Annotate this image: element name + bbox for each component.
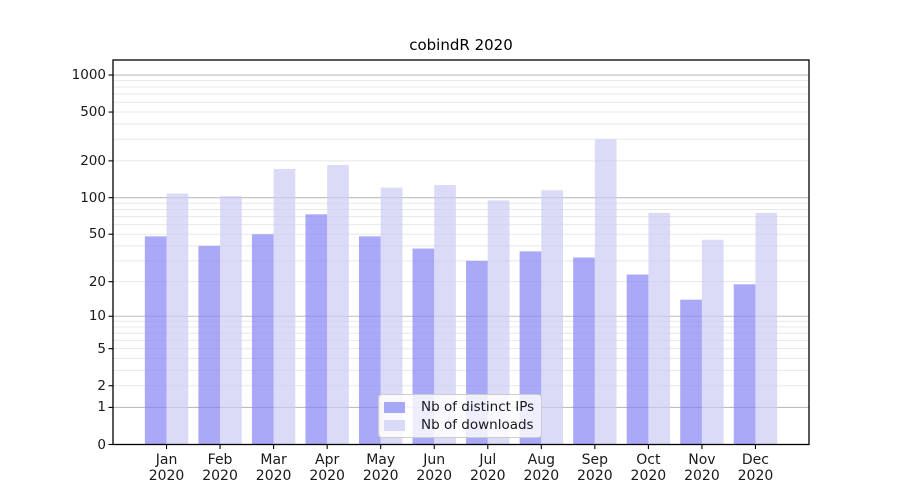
bar-nb-of-downloads-sep	[594, 139, 617, 445]
bar-nb-of-distinct-ips-jan	[144, 236, 167, 445]
legend-label-downloads: Nb of downloads	[421, 417, 534, 433]
bar-nb-of-downloads-mar	[273, 168, 296, 445]
bar-nb-of-distinct-ips-dec	[733, 284, 756, 445]
bar-nb-of-downloads-nov	[701, 239, 724, 445]
bar-nb-of-distinct-ips-apr	[305, 214, 328, 445]
legend-item-distinct-ips: Nb of distinct IPs	[384, 398, 541, 416]
bar-nb-of-downloads-aug	[541, 190, 564, 445]
bar-nb-of-distinct-ips-oct	[626, 274, 649, 445]
bar-nb-of-distinct-ips-feb	[198, 245, 221, 445]
bar-nb-of-downloads-may	[380, 187, 403, 445]
legend: Nb of distinct IPs Nb of downloads	[378, 394, 542, 438]
bar-nb-of-distinct-ips-mar	[251, 234, 274, 445]
legend-swatch-distinct-ips-icon	[384, 401, 405, 413]
bar-nb-of-downloads-jun	[434, 185, 456, 445]
legend-item-downloads: Nb of downloads	[384, 416, 541, 434]
legend-swatch-downloads-icon	[384, 419, 405, 431]
bar-nb-of-distinct-ips-may	[358, 236, 381, 445]
bar-nb-of-downloads-oct	[648, 212, 671, 445]
plot-frame	[112, 59, 810, 446]
bar-nb-of-downloads-feb	[220, 196, 242, 445]
bar-nb-of-distinct-ips-nov	[680, 299, 702, 445]
bar-nb-of-distinct-ips-sep	[573, 257, 595, 445]
bar-nb-of-downloads-dec	[755, 212, 778, 445]
bar-nb-of-downloads-apr	[327, 165, 349, 445]
bar-nb-of-downloads-jul	[487, 200, 510, 445]
chart-title: cobindR 2020	[409, 36, 513, 54]
bar-nb-of-downloads-jan	[166, 193, 189, 445]
legend-label-distinct-ips: Nb of distinct IPs	[421, 399, 535, 415]
